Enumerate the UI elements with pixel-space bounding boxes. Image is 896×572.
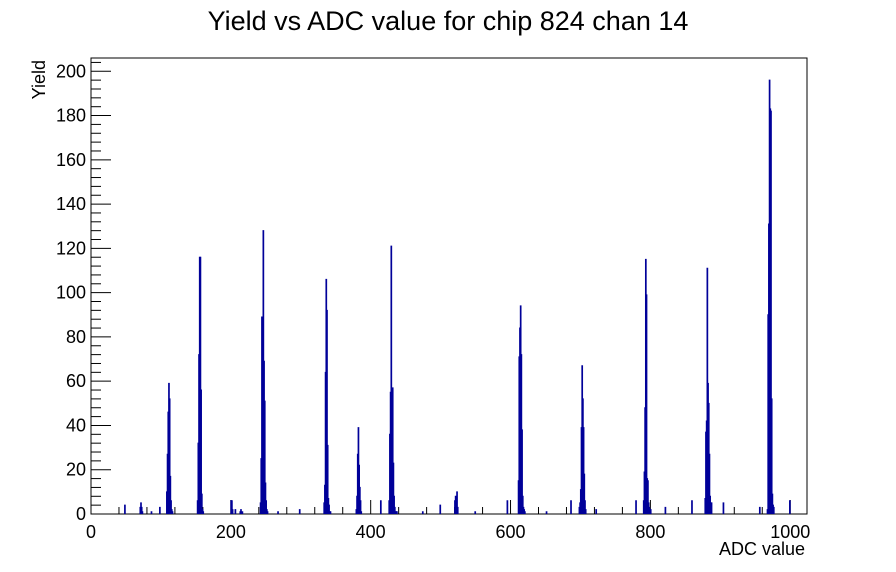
histogram-bin [141,511,144,514]
histogram-bin [326,309,328,514]
histogram-bin [595,509,598,514]
histogram-bin [171,511,174,514]
axis-ticks [90,61,791,515]
x-tick-label: 800 [635,522,665,542]
histogram-bin [524,511,526,514]
histogram-bin [421,511,424,514]
y-tick-label: 100 [56,283,86,303]
histogram-bin [691,500,693,514]
histogram-bin [770,398,773,514]
plot-frame [90,57,808,515]
histogram-bin [234,509,237,514]
histogram-bin [277,511,279,514]
histogram-bin [124,504,126,514]
chart-title: Yield vs ADC value for chip 824 chan 14 [208,6,689,36]
histogram-bin [584,509,587,514]
histogram-bin [391,387,394,514]
histogram-bin [392,462,395,514]
histogram-bin [570,500,572,514]
histogram-bin [360,511,363,514]
histogram-bin [263,400,266,514]
histogram-bin [170,500,172,514]
y-tick-label: 20 [66,460,86,480]
y-tick-label: 0 [76,504,86,524]
histogram-bars [124,79,791,514]
histogram-bin [240,509,242,514]
y-tick-label: 140 [56,194,86,214]
histogram-bin [231,500,233,514]
histogram-bin [264,482,267,514]
histogram-bin [329,511,332,514]
histogram-bin [582,427,585,514]
y-tick-label: 160 [56,150,86,170]
histogram-bin [202,511,205,514]
histogram-bin [439,504,442,514]
histogram-bin [645,294,648,514]
histogram-bin [328,504,330,514]
histogram-bin [521,429,523,514]
histogram-bin [200,493,203,514]
histogram-bin [168,398,171,514]
histogram-bin [710,502,713,514]
y-tick-label: 120 [56,238,86,258]
tick-labels: 0 200 400 600 800 1000 0 20 40 60 80 100 120 140 160 18… [56,61,810,542]
x-axis-title: ADC value [719,539,805,559]
histogram-bin [584,500,586,514]
y-tick-label: 60 [66,371,86,391]
histogram-bin [708,453,711,514]
histogram-bin [649,509,652,514]
histogram-bin [199,256,202,514]
y-tick-label: 80 [66,327,86,347]
y-tick-label: 180 [56,106,86,126]
x-tick-label: 400 [356,522,386,542]
histogram-bin [771,493,774,514]
histogram-bin [545,511,548,514]
histogram-bin [772,506,775,514]
histogram-bin [169,475,172,514]
histogram-bin [159,506,161,514]
histogram-bin [789,500,791,514]
histogram-bin [241,511,244,514]
histogram-bin [326,444,329,514]
histogram-bin [298,509,301,514]
x-tick-label: 600 [496,522,526,542]
histogram-bin [379,500,382,514]
histogram-bin [456,506,459,514]
histogram-bin [456,491,458,514]
x-tick-label: 1000 [770,522,810,542]
y-tick-label: 40 [66,415,86,435]
histogram-bin [265,500,268,514]
y-axis-title: Yield [29,60,49,99]
histogram-bin [770,110,772,514]
histogram-bin [648,506,651,514]
histogram-bin [393,506,396,514]
histogram-bin [664,506,667,514]
histogram-bin [474,511,477,514]
histogram-bin [150,511,153,514]
histogram-bin [722,502,725,514]
histogram-bin [521,495,524,514]
histogram-bin [200,389,202,514]
histogram-bin [506,500,509,514]
histogram-bin [266,511,269,514]
histogram-bin [758,506,761,514]
histogram-bin [583,473,586,514]
histogram-bin [635,500,637,514]
histogram-bin [393,495,395,514]
histogram-bin [396,511,398,514]
histogram-bin [390,245,393,514]
x-tick-label: 200 [216,522,246,542]
x-tick-label: 0 [86,522,96,542]
y-tick-label: 200 [56,61,86,81]
histogram-bin [231,509,234,514]
histogram-bin [359,500,362,514]
histogram-bin [140,506,143,514]
histogram-bin [647,480,649,514]
